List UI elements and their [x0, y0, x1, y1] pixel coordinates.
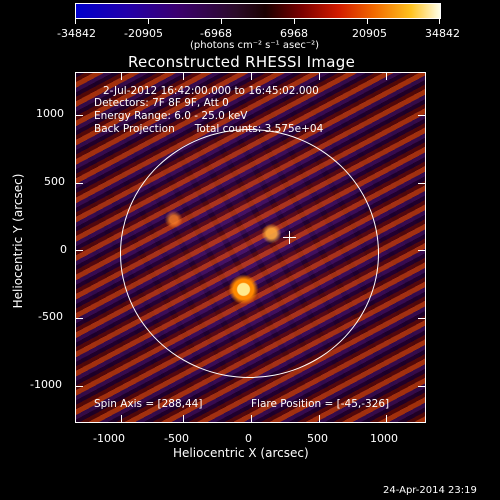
time-range-text: 2-Jul-2012 16:42:00.000 to 16:45:02.000 [103, 85, 319, 97]
colorbar-tick-label: 6968 [280, 27, 308, 40]
x-axis-label: Heliocentric X (arcsec) [173, 446, 309, 460]
x-tick-label: 1000 [370, 432, 398, 445]
image-title: Reconstructed RHESSI Image [128, 53, 356, 71]
detectors-text: Detectors: 7F 8F 9F, Att 0 [94, 97, 229, 109]
y-tick-label: 500 [44, 175, 65, 188]
y-tick-label: 0 [60, 243, 67, 256]
solar-limb-circle [120, 129, 379, 378]
colorbar-tick-label: -6968 [200, 27, 232, 40]
date-stamp: 24-Apr-2014 23:19 [383, 485, 477, 496]
colorbar-tick-label: -34842 [57, 27, 96, 40]
x-tick-label: -1000 [93, 432, 125, 445]
energy-range-text: Energy Range: 6.0 - 25.0 keV [94, 110, 248, 122]
colorbar-tick-label: 34842 [425, 27, 460, 40]
colorbar-unit-label: (photons cm⁻² s⁻¹ asec⁻²) [190, 40, 320, 51]
projection-counts-text: Back Projection Total counts: 3.575e+04 [94, 123, 324, 135]
spin-axis-text: Spin Axis = [288,44] [94, 398, 203, 410]
x-tick-label: 500 [307, 432, 328, 445]
y-axis-label: Heliocentric Y (arcsec) [11, 173, 25, 309]
colorbar-tick-label: 20905 [352, 27, 387, 40]
y-tick-label: -1000 [30, 378, 62, 391]
colorbar-tick-label: -20905 [124, 27, 163, 40]
spin-axis-cross-vertical [289, 231, 290, 244]
x-tick-label: 0 [245, 432, 252, 445]
y-tick-label: 1000 [36, 107, 64, 120]
flare-position-text: Flare Position = [-45,-326] [251, 398, 390, 410]
y-tick-label: -500 [38, 310, 63, 323]
colorbar [75, 3, 441, 19]
x-tick-label: -500 [164, 432, 189, 445]
colorbar-ticks [75, 19, 441, 25]
